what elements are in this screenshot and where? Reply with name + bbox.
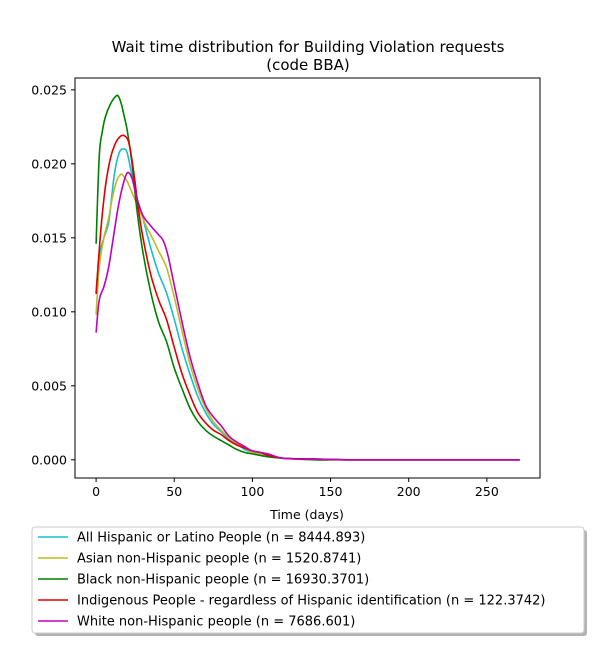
chart-title: Wait time distribution for Building Viol…	[112, 38, 505, 56]
legend: All Hispanic or Latino People (n = 8444.…	[31, 526, 587, 636]
series-layer	[95, 94, 520, 461]
x-tick-label: 100	[240, 484, 264, 499]
series-line-4	[95, 134, 520, 461]
chart-subtitle: (code BBA)	[266, 56, 350, 74]
x-tick-label: 250	[475, 484, 499, 499]
legend-label-4: Indigenous People - regardless of Hispan…	[77, 594, 546, 609]
x-tick-label: 150	[319, 484, 343, 499]
legend-entries: All Hispanic or Latino People (n = 8444.…	[38, 531, 546, 630]
y-tick-label: 0.010	[31, 304, 67, 319]
legend-label-2: Asian non-Hispanic people (n = 1520.8741…	[77, 552, 361, 567]
series-line-5	[95, 171, 520, 461]
y-tick-label: 0.005	[31, 378, 67, 393]
y-tick-label: 0.000	[31, 452, 67, 467]
x-axis-label: Time (days)	[269, 507, 344, 522]
x-tick-label: 0	[92, 484, 100, 499]
legend-label-1: All Hispanic or Latino People (n = 8444.…	[77, 531, 365, 546]
y-tick-label: 0.015	[31, 230, 67, 245]
y-tick-label: 0.025	[31, 82, 67, 97]
x-axis: 0 50 100 150 200 250	[92, 478, 499, 499]
legend-label-3: Black non-Hispanic people (n = 16930.370…	[77, 573, 369, 588]
y-axis: 0.000 0.005 0.010 0.015 0.020 0.025	[31, 82, 75, 467]
legend-box	[31, 526, 585, 634]
plot-area-frame	[74, 77, 541, 479]
x-tick-label: 50	[166, 484, 182, 499]
y-tick-label: 0.020	[31, 156, 67, 171]
x-tick-label: 200	[397, 484, 421, 499]
legend-label-5: White non-Hispanic people (n = 7686.601)	[77, 615, 355, 630]
series-line-2	[95, 173, 520, 461]
